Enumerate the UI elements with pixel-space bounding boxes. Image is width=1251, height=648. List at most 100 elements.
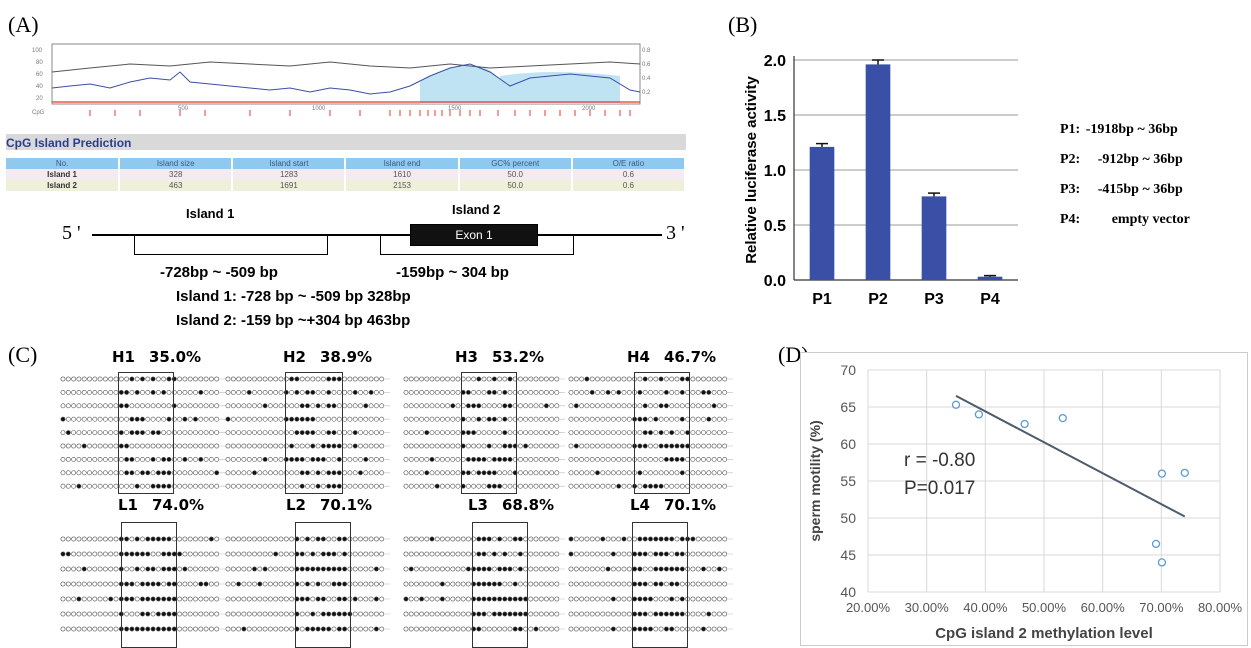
island2-region-box: [461, 372, 517, 494]
cpg-site: [486, 566, 492, 572]
cpg-site: [573, 470, 579, 476]
cpg-site: [549, 416, 554, 422]
cpg-site: [403, 596, 409, 602]
cpg-site: [679, 483, 685, 489]
cpg-site: [523, 457, 528, 462]
cpg-site: [187, 483, 193, 489]
cpg-site: [368, 596, 374, 602]
cpg-site: [262, 611, 268, 617]
cpg-site: [706, 403, 712, 409]
cpg-site: [460, 581, 466, 587]
cpg-site: [690, 389, 696, 395]
cpg-site: [257, 581, 263, 587]
cpg-site: [87, 611, 92, 617]
cpg-site: [81, 581, 87, 587]
cpg-site: [471, 403, 476, 409]
cpg-site: [626, 551, 632, 557]
cpg-site: [134, 551, 140, 557]
cpg-site: [294, 470, 300, 476]
cpg-site: [533, 403, 539, 409]
cpg-site: [528, 443, 534, 449]
cpg-site: [81, 551, 87, 557]
cpg-site: [605, 536, 611, 542]
cpg-site: [716, 403, 722, 409]
cpg-site: [701, 611, 706, 617]
cpg-site: [379, 389, 385, 395]
cpg-site: [658, 416, 664, 422]
sample-label: H2 38.9%: [283, 348, 372, 366]
cpg-site: [481, 389, 487, 395]
cpg-site: [695, 483, 701, 489]
cpg-site: [257, 536, 263, 542]
cpg-site: [81, 376, 87, 382]
cpg-site: [305, 566, 310, 572]
cpg-site: [352, 483, 358, 489]
cpg-site: [257, 611, 263, 617]
cpg-site: [87, 596, 92, 602]
cpg-site: [208, 389, 214, 395]
cpg-site: [129, 596, 135, 602]
cpg-site: [273, 581, 279, 587]
cpg-site: [518, 596, 523, 602]
cpg-site: [113, 596, 119, 602]
cpg-site: [299, 581, 305, 587]
cpg-site: [252, 581, 257, 587]
cpg-site: [695, 443, 701, 449]
island1-label: Island 1: [186, 206, 235, 221]
cpg-site: [150, 457, 156, 462]
cpg-site: [568, 581, 574, 587]
cpg-site: [161, 403, 167, 409]
cpg-site: [315, 596, 321, 602]
cpg-site: [611, 551, 616, 557]
cpg-site: [230, 626, 236, 632]
x-axis-label: CpG island 2 methylation level: [935, 625, 1153, 642]
cpg-site: [554, 626, 560, 632]
cpg-site: [429, 457, 435, 462]
cpg-site: [466, 566, 471, 572]
cpg-site: [507, 457, 513, 462]
cpg-site: [419, 430, 424, 435]
cpg-site: [589, 443, 595, 449]
cpg-site: [481, 536, 487, 542]
cpg-site: [283, 581, 289, 587]
cpg-site: [543, 611, 549, 617]
cpg-site: [347, 376, 353, 382]
cpg-site: [429, 470, 435, 476]
cpg-site: [358, 416, 363, 422]
cpg-site: [695, 536, 701, 542]
cpg-site: [336, 536, 342, 542]
cpg-site: [134, 443, 140, 449]
cpg-site: [108, 566, 114, 572]
cpg-site: [315, 626, 321, 632]
cpg-site: [97, 430, 103, 435]
cpg-site: [554, 536, 560, 542]
cpg-site: [230, 416, 236, 422]
cpg-site: [187, 430, 193, 435]
cpg-site: [326, 626, 332, 632]
cpg-site: [108, 443, 114, 449]
cpg-site: [419, 626, 424, 632]
cpg-site: [236, 416, 241, 422]
cpg-site: [336, 566, 342, 572]
cpg-site: [711, 483, 717, 489]
cpg-site: [352, 536, 358, 542]
cpg-site: [408, 389, 414, 395]
cpg-site: [538, 376, 544, 382]
cpg-site: [497, 376, 502, 382]
cpg-site: [549, 566, 554, 572]
cpg-site: [579, 483, 584, 489]
cpg-site: [294, 430, 300, 435]
cpg-site: [76, 416, 82, 422]
cpg-site: [690, 470, 696, 476]
cpg-site: [352, 389, 358, 395]
cpg-site: [466, 470, 471, 476]
x-tick-label: 50.00%: [1022, 600, 1067, 615]
cpg-site: [198, 566, 204, 572]
cpg-site: [193, 443, 198, 449]
cpg-site: [161, 483, 167, 489]
cpg-site: [533, 457, 539, 462]
cpg-site: [166, 376, 172, 382]
cpg-site: [203, 470, 209, 476]
cpg-site: [642, 443, 648, 449]
cpg-site: [363, 403, 369, 409]
